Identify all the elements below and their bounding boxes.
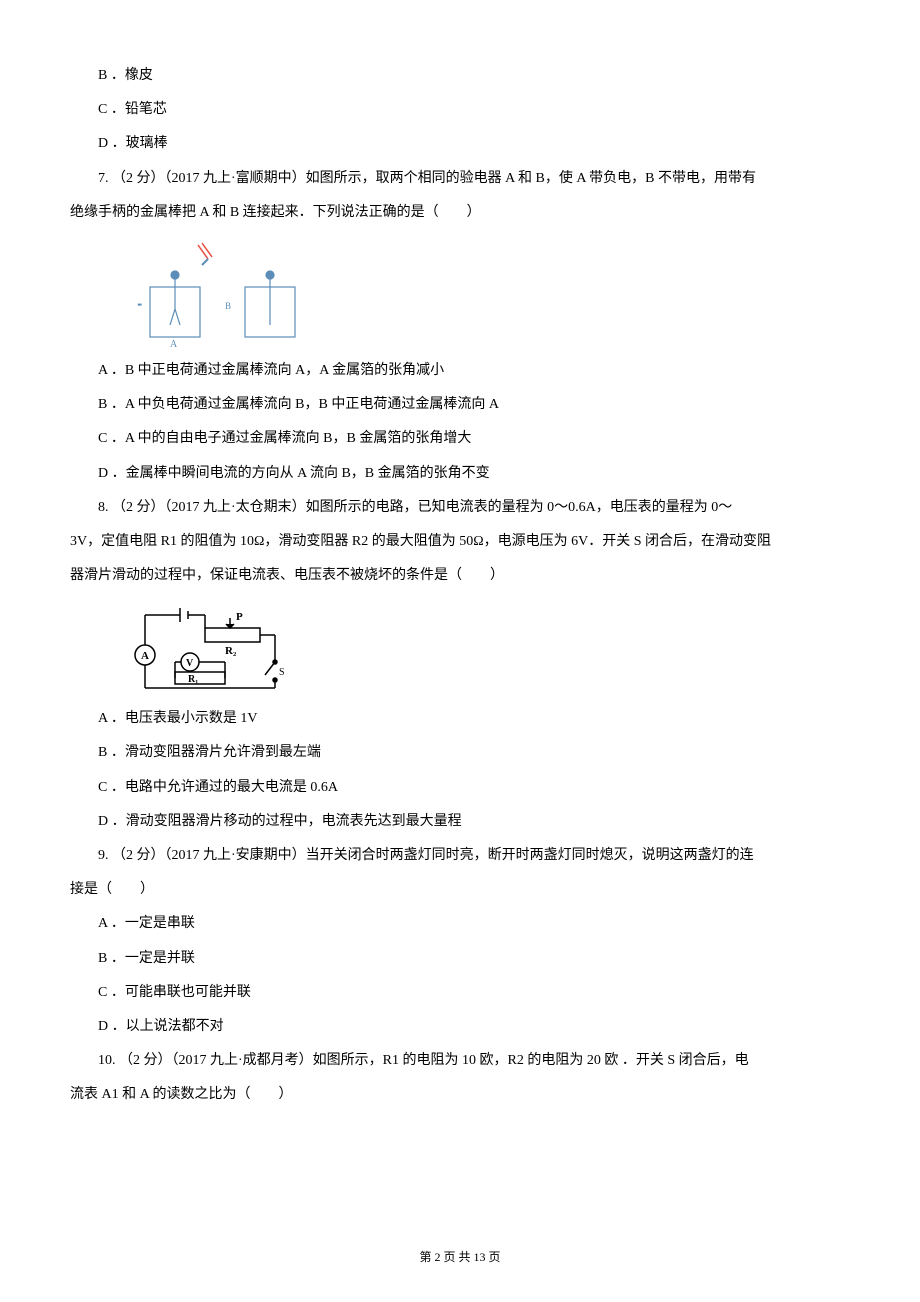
q8-option-b: B ．滑动变阻器滑片允许滑到最左端 [70,737,850,769]
q10-stem-line1: 10. （2 分）（2017 九上·成都月考）如图所示，R1 的电阻为 10 欧… [70,1045,850,1077]
q9-option-a: A ．一定是串联 [70,908,850,940]
q7-stem-line1: 7. （2 分）（2017 九上·富顺期中）如图所示，取两个相同的验电器 A 和… [70,163,850,195]
svg-text:V: V [186,658,194,669]
svg-text:R₂: R₂ [225,645,237,657]
q10-stem-line2: 流表 A1 和 A 的读数之比为（ ） [70,1079,850,1111]
prev-option-d: D ．玻璃棒 [70,128,850,160]
q9-option-b: B ．一定是并联 [70,943,850,975]
q7-option-d: D ．金属棒中瞬间电流的方向从 A 流向 B，B 金属箔的张角不变 [70,458,850,490]
svg-text:B: B [225,301,231,311]
q7-option-b: B ．A 中负电荷通过金属棒流向 B，B 中正电荷通过金属棒流向 A [70,389,850,421]
q8-stem-line1: 8. （2 分）（2017 九上·太仓期末）如图所示的电路，已知电流表的量程为 … [70,492,850,524]
q9-option-c: C ．可能串联也可能并联 [70,977,850,1009]
svg-text:P: P [236,611,243,623]
q8-option-c: C ．电路中允许通过的最大电流是 0.6A [70,772,850,804]
page-footer: 第 2 页 共 13 页 [0,1244,920,1272]
q9-stem-line2: 接是（ ） [70,874,850,906]
q7-option-a: A ．B 中正电荷通过金属棒流向 A，A 金属箔的张角减小 [70,355,850,387]
q9-option-d: D ．以上说法都不对 [70,1011,850,1043]
q7-label-a: A [170,339,178,347]
q8-option-a: A ．电压表最小示数是 1V [70,703,850,735]
q9-stem-line1: 9. （2 分）（2017 九上·安康期中）当开关闭合时两盏灯同时亮，断开时两盏… [70,840,850,872]
q8-option-d: D ．滑动变阻器滑片移动的过程中，电流表先达到最大量程 [70,806,850,838]
svg-text:-: - [138,299,141,310]
q7-option-c: C ．A 中的自由电子通过金属棒流向 B，B 金属箔的张角增大 [70,423,850,455]
q7-figure: - A B [130,237,850,347]
prev-option-b: B ．橡皮 [70,60,850,92]
svg-text:R₁: R₁ [188,674,198,685]
q7-stem-line2: 绝缘手柄的金属棒把 A 和 B 连接起来．下列说法正确的是（ ） [70,197,850,229]
svg-text:A: A [141,650,149,662]
q8-stem-line2: 3V，定值电阻 R1 的阻值为 10Ω，滑动变阻器 R2 的最大阻值为 50Ω，… [70,526,850,558]
q8-stem-line3: 器滑片滑动的过程中，保证电流表、电压表不被烧坏的条件是（ ） [70,560,850,592]
svg-text:S: S [279,667,285,678]
q8-figure: P R₂ S A R₁ V [130,600,850,695]
prev-option-c: C ．铅笔芯 [70,94,850,126]
